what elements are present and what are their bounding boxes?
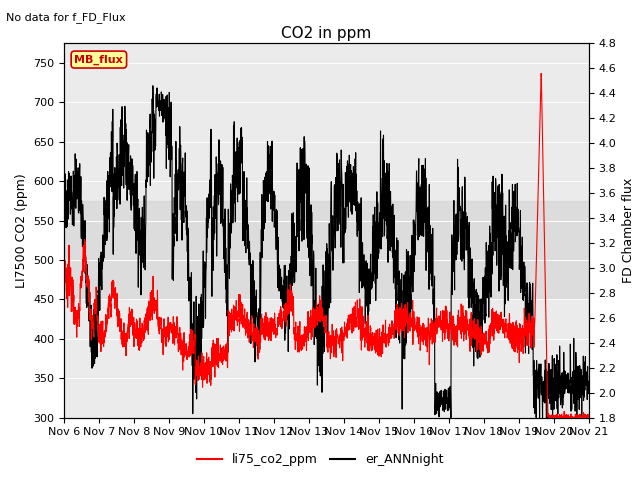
Bar [64,201,589,300]
Y-axis label: LI7500 CO2 (ppm): LI7500 CO2 (ppm) [15,173,28,288]
Y-axis label: FD Chamber flux: FD Chamber flux [622,178,635,283]
Text: No data for f_FD_Flux: No data for f_FD_Flux [6,12,126,23]
Title: CO2 in ppm: CO2 in ppm [281,25,372,41]
Text: MB_flux: MB_flux [74,54,124,65]
Legend: li75_co2_ppm, er_ANNnight: li75_co2_ppm, er_ANNnight [191,448,449,471]
